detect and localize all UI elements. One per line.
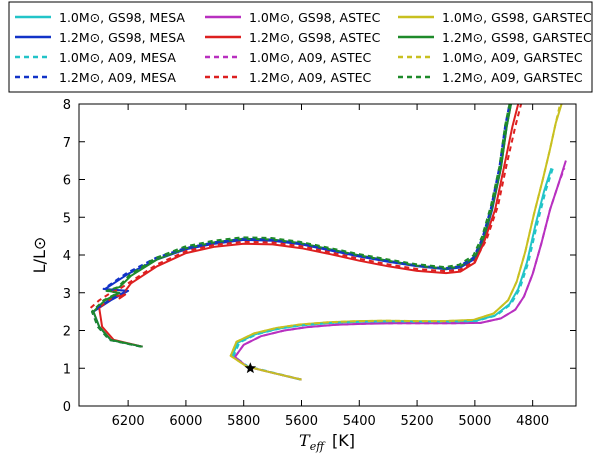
y-tick-label: 0: [63, 400, 71, 415]
x-tick-label: 5400: [343, 414, 376, 429]
x-axis-label-unit: [K]: [332, 431, 355, 450]
legend-frame: [8, 1, 593, 93]
legend-label-1-0msun-a09-mesa: 1.0M⊙, A09, MESA: [59, 50, 176, 65]
legend-label-1-0msun-gs98-astec: 1.0M⊙, GS98, ASTEC: [249, 10, 381, 25]
series-line-1-0msun-a09-astec: [234, 167, 566, 381]
series-line-1-2msun-a09-garstec: [91, 103, 511, 348]
legend-label-1-2msun-a09-astec: 1.2M⊙, A09, ASTEC: [249, 70, 372, 85]
legend-label-1-2msun-gs98-astec: 1.2M⊙, GS98, ASTEC: [249, 30, 381, 45]
y-tick-label: 8: [63, 98, 71, 113]
y-tick-label: 4: [63, 249, 71, 264]
legend-label-1-0msun-gs98-mesa: 1.0M⊙, GS98, MESA: [59, 10, 185, 25]
x-tick-label: 4800: [516, 414, 549, 429]
x-axis: 6200 6000 5800 5600 5400 5200 5000 4800: [112, 104, 549, 429]
x-tick-label: 5800: [227, 414, 260, 429]
series-line-1-2msun-a09-astec: [89, 103, 523, 309]
annotation-layer: [244, 362, 257, 374]
y-axis: 0 1 2 3 4 5 6 7 8: [63, 98, 576, 415]
x-axis-label-subscript: eff: [310, 440, 327, 453]
y-tick-label: 3: [63, 287, 71, 302]
sun-star-marker: [244, 362, 257, 374]
x-tick-label: 5200: [401, 414, 434, 429]
legend-label-1-2msun-gs98-garstec: 1.2M⊙, GS98, GARSTEC: [442, 30, 592, 45]
y-tick-label: 5: [63, 211, 71, 226]
y-tick-label: 6: [63, 174, 71, 189]
x-tick-label: 6000: [169, 414, 202, 429]
series-layer: [89, 103, 567, 381]
x-axis-label: Teff [K]: [299, 431, 355, 453]
legend: 1.0M⊙, GS98, MESA 1.2M⊙, GS98, MESA 1.0M⊙,…: [8, 1, 593, 93]
legend-label-1-2msun-gs98-mesa: 1.2M⊙, GS98, MESA: [59, 30, 185, 45]
y-tick-label: 2: [63, 325, 71, 340]
legend-label-1-0msun-gs98-garstec: 1.0M⊙, GS98, GARSTEC: [442, 10, 592, 25]
legend-label-1-0msun-a09-astec: 1.0M⊙, A09, ASTEC: [249, 50, 372, 65]
x-axis-label-symbol: T: [299, 431, 311, 450]
legend-label-1-2msun-a09-mesa: 1.2M⊙, A09, MESA: [59, 70, 176, 85]
y-tick-label: 7: [63, 136, 71, 151]
legend-label-1-0msun-a09-garstec: 1.0M⊙, A09, GARSTEC: [442, 50, 583, 65]
series-line-1-0msun-a09-garstec: [229, 103, 562, 381]
x-tick-label: 5600: [285, 414, 318, 429]
y-tick-label: 1: [63, 362, 71, 377]
y-axis-label: L/L⊙: [30, 237, 49, 274]
x-tick-label: 6200: [112, 414, 145, 429]
series-line-1-2msun-a09-mesa: [91, 103, 511, 348]
x-tick-label: 5000: [458, 414, 491, 429]
legend-label-1-2msun-a09-garstec: 1.2M⊙, A09, GARSTEC: [442, 70, 583, 85]
